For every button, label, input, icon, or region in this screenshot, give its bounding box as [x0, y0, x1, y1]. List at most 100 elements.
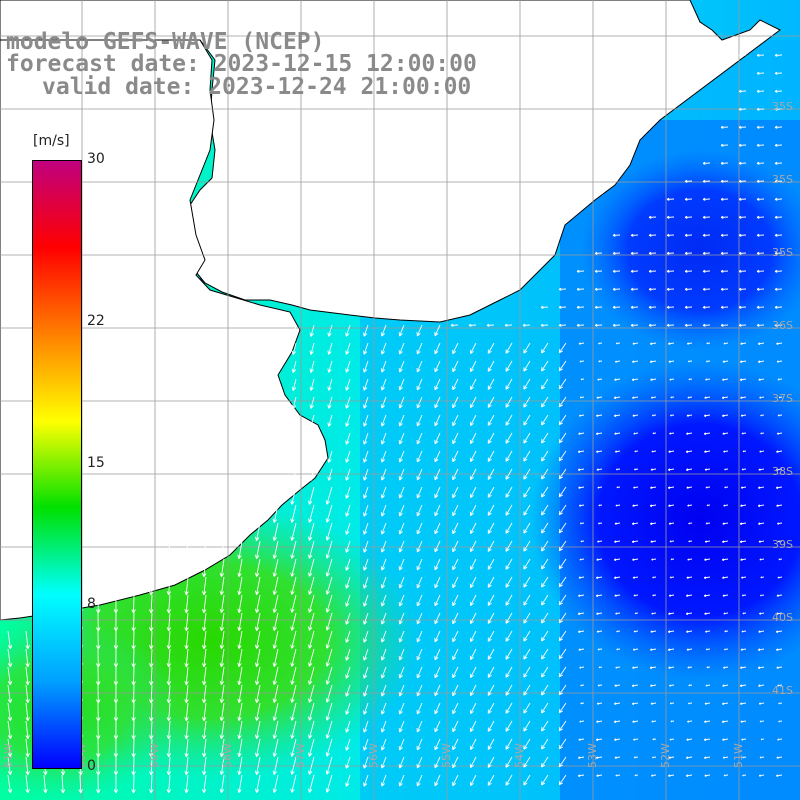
wind-arrow [580, 378, 585, 381]
longitude-label: 54W [513, 743, 526, 768]
wind-arrow [558, 648, 567, 660]
wind-arrow [325, 648, 333, 667]
wind-arrow [741, 630, 747, 633]
wind-arrow [237, 522, 243, 541]
wind-arrow [722, 432, 729, 435]
wind-arrow [345, 684, 351, 697]
wind-arrow [703, 576, 711, 580]
wind-arrow [363, 720, 369, 733]
wind-arrow [668, 342, 675, 345]
wind-arrow [598, 522, 603, 525]
wind-arrow [96, 738, 101, 758]
wind-arrow [632, 414, 639, 417]
wind-arrow [687, 504, 693, 507]
wind-arrow [254, 774, 261, 793]
wind-arrow [363, 486, 369, 499]
wind-arrow [632, 576, 639, 579]
wind-arrow [723, 342, 729, 345]
wind-arrow [775, 774, 783, 777]
wind-arrow [558, 360, 567, 372]
wind-arrow [201, 702, 207, 722]
wind-arrow [166, 594, 172, 614]
wind-arrow [541, 684, 549, 696]
wind-arrow [25, 666, 30, 686]
wind-arrow [756, 305, 765, 309]
wind-arrow [398, 666, 405, 679]
wind-arrow [398, 774, 405, 787]
latitude-label: 35S [772, 246, 793, 259]
wind-arrow [756, 125, 765, 129]
wind-arrow [523, 378, 531, 390]
wind-arrow [668, 612, 675, 615]
wind-arrow [166, 648, 172, 668]
wind-arrow [632, 504, 639, 507]
wind-arrow [291, 324, 297, 337]
wind-arrow [669, 684, 675, 687]
wind-arrow [776, 360, 783, 363]
wind-arrow [327, 324, 333, 337]
wind-arrow [614, 594, 621, 597]
wind-arrow [720, 269, 729, 273]
wind-arrow [558, 558, 567, 570]
wind-arrow [7, 702, 13, 722]
colorbar-unit: [m/s] [33, 133, 70, 149]
wind-arrow [759, 720, 765, 723]
wind-arrow [166, 738, 172, 758]
wind-arrow [327, 396, 333, 409]
wind-arrow [380, 756, 387, 769]
wind-arrow [704, 720, 711, 723]
wind-arrow [201, 756, 207, 776]
wind-arrow [291, 378, 297, 391]
wind-arrow [452, 756, 459, 769]
wind-arrow [558, 468, 567, 480]
wind-arrow [380, 504, 387, 517]
wind-arrow [595, 594, 603, 598]
wind-arrow [219, 594, 225, 614]
wind-arrow [308, 630, 315, 649]
wind-arrow [487, 702, 495, 714]
wind-arrow [470, 468, 477, 481]
wind-arrow [541, 450, 549, 462]
wind-arrow [597, 378, 603, 381]
wind-arrow [738, 161, 747, 165]
wind-arrow [290, 504, 297, 523]
latitude-label: 40S [772, 611, 793, 624]
wind-arrow [345, 450, 351, 463]
wind-arrow [613, 414, 621, 418]
wind-arrow [380, 612, 387, 625]
wind-arrow [685, 756, 693, 760]
wind-arrow [705, 630, 711, 633]
wind-arrow [598, 666, 603, 669]
wind-arrow [776, 756, 783, 759]
wind-arrow [148, 648, 154, 668]
wind-arrow [776, 612, 783, 615]
wind-arrow [686, 648, 693, 651]
wind-arrow [25, 774, 30, 794]
wind-arrow [594, 251, 603, 255]
wind-arrow [739, 522, 747, 526]
model-title: modelo GEFS-WAVE (NCEP) [6, 29, 325, 55]
wind-arrow [652, 756, 657, 759]
wind-arrow [523, 432, 531, 444]
wind-arrow [633, 756, 639, 759]
wind-arrow [398, 396, 405, 409]
wind-arrow [774, 107, 783, 111]
wind-arrow [705, 522, 711, 525]
wind-arrow [148, 720, 154, 740]
wind-arrow [254, 720, 261, 739]
wind-arrow [738, 305, 747, 309]
wind-arrow [184, 648, 189, 668]
wind-arrow [327, 450, 333, 463]
colorbar [32, 160, 82, 769]
wind-arrow [184, 756, 189, 776]
wind-arrow [345, 396, 351, 409]
wind-arrow [613, 558, 621, 562]
wind-arrow [684, 251, 693, 255]
wind-arrow [705, 648, 711, 651]
wind-arrow [345, 486, 351, 499]
wind-arrow [704, 702, 711, 705]
wind-arrow [25, 684, 30, 704]
wind-arrow [470, 702, 477, 715]
wind-arrow [738, 269, 747, 273]
wind-arrow [219, 522, 225, 542]
